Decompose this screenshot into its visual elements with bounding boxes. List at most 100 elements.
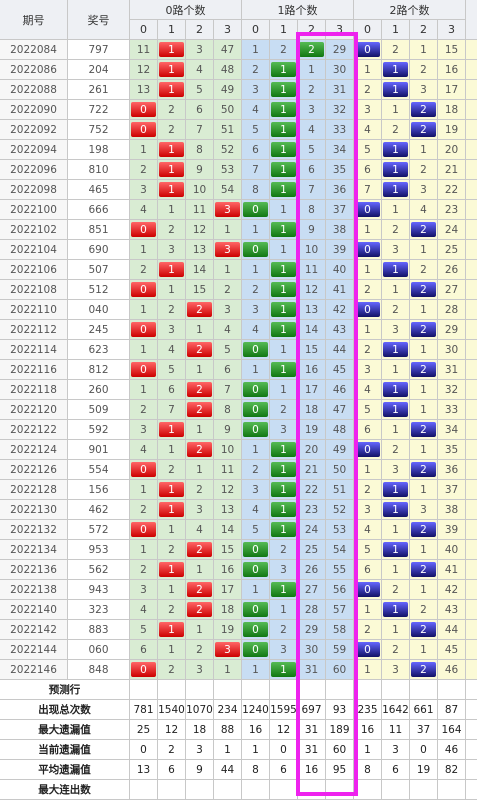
miss-cell: 21 xyxy=(298,460,326,480)
miss-value: 1 xyxy=(280,243,287,256)
extra-cell xyxy=(466,180,477,200)
miss-value: 2 xyxy=(224,283,231,296)
hit-badge: 0 xyxy=(355,302,380,317)
miss-cell: 2 xyxy=(298,40,326,60)
period: 2022110 xyxy=(0,300,68,320)
miss-cell: 1 xyxy=(130,340,158,360)
miss-cell: 1 xyxy=(354,320,382,340)
miss-cell: 1 xyxy=(242,260,270,280)
hit-badge: 1 xyxy=(159,422,184,437)
stat-value: 16 xyxy=(354,720,382,740)
miss-cell: 0 xyxy=(242,340,270,360)
miss-value: 3 xyxy=(168,323,175,336)
miss-value: 2 xyxy=(364,83,371,96)
miss-cell: 2 xyxy=(186,580,214,600)
miss-cell: 1 xyxy=(270,480,298,500)
miss-value: 1 xyxy=(168,203,175,216)
miss-cell: 1 xyxy=(382,400,410,420)
stat-label: 最大遗漏值 xyxy=(0,720,130,740)
miss-value: 22 xyxy=(304,483,319,496)
stat-value xyxy=(410,780,438,800)
extra-cell xyxy=(466,540,477,560)
extra-cell xyxy=(466,280,477,300)
miss-cell: 1 xyxy=(158,180,186,200)
miss-cell: 1 xyxy=(270,260,298,280)
miss-value: 2 xyxy=(364,623,371,636)
miss-value: 10 xyxy=(304,243,319,256)
miss-cell: 0 xyxy=(130,660,158,680)
miss-cell: 2 xyxy=(158,460,186,480)
miss-value: 28 xyxy=(444,303,459,316)
miss-value: 2 xyxy=(392,443,399,456)
hit-badge: 1 xyxy=(383,482,408,497)
miss-value: 1 xyxy=(224,263,231,276)
miss-cell: 2 xyxy=(410,100,438,120)
period: 2022094 xyxy=(0,140,68,160)
extra-cell xyxy=(466,560,477,580)
miss-cell: 11 xyxy=(130,40,158,60)
miss-value: 40 xyxy=(444,543,459,556)
header-extra xyxy=(466,0,477,40)
miss-cell: 3 xyxy=(270,420,298,440)
miss-cell: 5 xyxy=(214,340,242,360)
miss-value: 5 xyxy=(252,123,259,136)
miss-value: 8 xyxy=(196,143,203,156)
miss-value: 2 xyxy=(420,263,427,276)
miss-cell: 1 xyxy=(410,40,438,60)
hit-badge: 1 xyxy=(159,182,184,197)
miss-value: 33 xyxy=(444,403,459,416)
miss-value: 1 xyxy=(252,363,259,376)
hit-badge: 0 xyxy=(243,242,268,257)
miss-value: 2 xyxy=(280,623,287,636)
miss-cell: 4 xyxy=(186,60,214,80)
miss-value: 1 xyxy=(364,63,371,76)
miss-value: 28 xyxy=(304,603,319,616)
miss-cell: 1 xyxy=(186,320,214,340)
miss-cell: 6 xyxy=(298,160,326,180)
hit-badge: 2 xyxy=(187,542,212,557)
miss-cell: 1 xyxy=(214,660,242,680)
period: 2022118 xyxy=(0,380,68,400)
miss-value: 6 xyxy=(140,643,147,656)
draw-number: 690 xyxy=(68,240,130,260)
miss-value: 4 xyxy=(196,63,203,76)
miss-cell: 2 xyxy=(410,60,438,80)
hit-badge: 1 xyxy=(271,662,296,677)
miss-value: 5 xyxy=(196,83,203,96)
miss-cell: 1 xyxy=(270,580,298,600)
stat-value: 82 xyxy=(438,760,466,780)
miss-cell: 1 xyxy=(158,280,186,300)
miss-value: 2 xyxy=(168,123,175,136)
period: 2022134 xyxy=(0,540,68,560)
draw-number: 851 xyxy=(68,220,130,240)
miss-cell: 1 xyxy=(214,260,242,280)
miss-value: 13 xyxy=(304,303,319,316)
draw-number: 509 xyxy=(68,400,130,420)
miss-value: 12 xyxy=(220,483,235,496)
stat-value: 164 xyxy=(438,720,466,740)
stat-value xyxy=(186,780,214,800)
miss-cell: 1 xyxy=(354,220,382,240)
sub-header: 3 xyxy=(438,20,466,40)
hit-badge: 1 xyxy=(383,162,408,177)
stat-value: 1595 xyxy=(270,700,298,720)
hit-badge: 2 xyxy=(411,322,436,337)
hit-badge: 1 xyxy=(383,262,408,277)
hit-badge: 1 xyxy=(159,502,184,517)
miss-cell: 12 xyxy=(214,480,242,500)
miss-cell: 6 xyxy=(354,560,382,580)
miss-cell: 2 xyxy=(354,480,382,500)
miss-cell: 20 xyxy=(438,140,466,160)
hit-badge: 1 xyxy=(271,182,296,197)
miss-value: 42 xyxy=(444,583,459,596)
miss-value: 3 xyxy=(196,43,203,56)
hit-badge: 2 xyxy=(411,282,436,297)
extra-cell xyxy=(466,580,477,600)
miss-cell: 2 xyxy=(158,220,186,240)
miss-cell: 0 xyxy=(130,320,158,340)
miss-cell: 1 xyxy=(270,60,298,80)
miss-cell: 2 xyxy=(130,260,158,280)
miss-cell: 55 xyxy=(326,560,354,580)
miss-value: 1 xyxy=(196,623,203,636)
miss-cell: 3 xyxy=(214,640,242,660)
